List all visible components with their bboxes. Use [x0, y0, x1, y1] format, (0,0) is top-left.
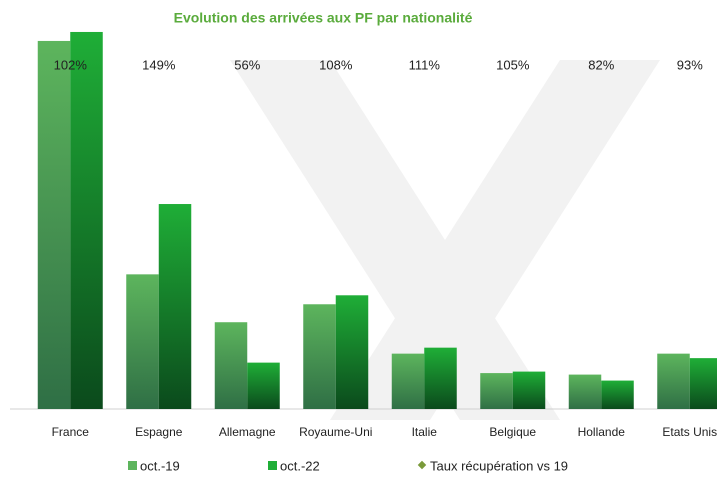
- rate-label: 108%: [319, 57, 353, 72]
- bar: [335, 295, 369, 409]
- x-tick-label: Espagne: [135, 425, 183, 439]
- rate-label: 93%: [677, 57, 703, 72]
- bar: [158, 204, 192, 409]
- rate-label: 105%: [496, 57, 530, 72]
- x-tick-label: Etats Unis: [662, 425, 717, 439]
- bar: [303, 304, 336, 409]
- rate-label: 149%: [142, 57, 176, 72]
- rate-label: 82%: [588, 57, 614, 72]
- watermark: [230, 60, 660, 420]
- rate-label: 56%: [234, 57, 260, 72]
- bar: [512, 371, 546, 409]
- bar: [601, 380, 634, 409]
- legend-swatch: [128, 461, 137, 470]
- bar: [37, 40, 71, 409]
- legend-swatch: [268, 461, 277, 470]
- x-tick-label: Italie: [412, 425, 438, 439]
- x-tick-label: Hollande: [578, 425, 626, 439]
- bar: [70, 31, 103, 409]
- bar: [391, 353, 425, 409]
- x-tick-label: Belgique: [489, 425, 536, 439]
- bar: [657, 353, 690, 409]
- legend-label: oct.-19: [140, 458, 180, 473]
- legend-label: Taux récupération vs 19: [430, 458, 568, 473]
- rate-label: 111%: [409, 57, 441, 72]
- x-tick-label: Royaume-Uni: [299, 425, 372, 439]
- legend-label: oct.-22: [280, 458, 320, 473]
- bar: [480, 373, 513, 409]
- bar: [126, 274, 159, 409]
- chart-title: Evolution des arrivées aux PF par nation…: [174, 10, 473, 26]
- bar: [568, 374, 602, 409]
- bar: [247, 362, 280, 409]
- bar: [424, 347, 457, 409]
- x-tick-label: France: [52, 425, 90, 439]
- bar: [214, 322, 248, 409]
- x-tick-label: Allemagne: [219, 425, 276, 439]
- legend-swatch: [417, 460, 427, 470]
- bar: [689, 358, 717, 409]
- rate-label: 102%: [54, 57, 88, 72]
